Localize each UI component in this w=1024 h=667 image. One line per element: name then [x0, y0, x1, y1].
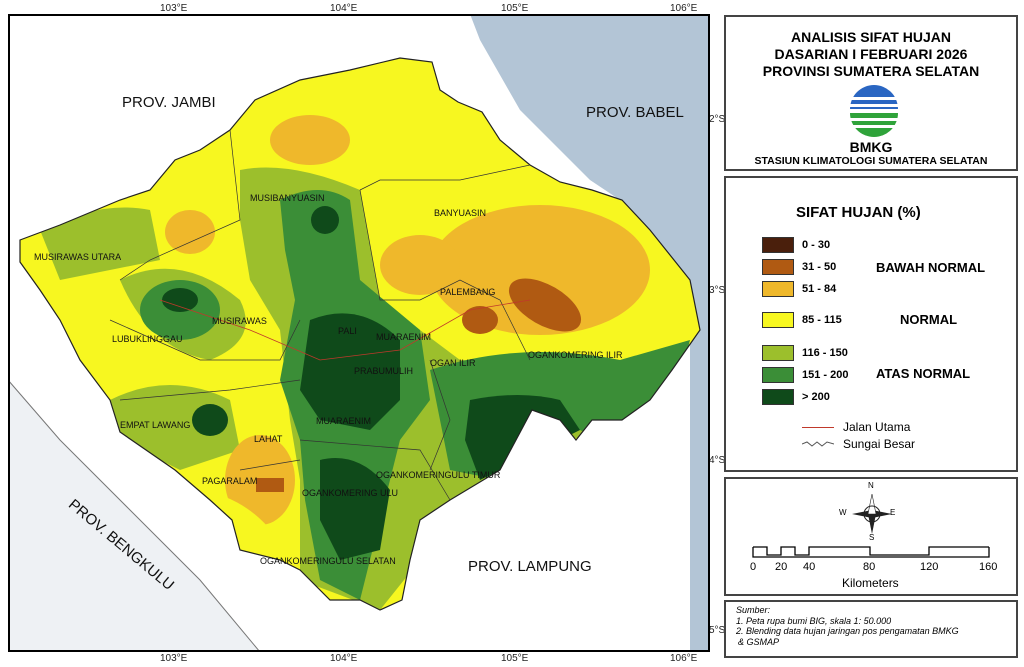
scale-panel: N S E W 0 20 40 80 120 160 Kilometers — [724, 477, 1018, 596]
neighbor-label: PROV. LAMPUNG — [468, 558, 592, 575]
lat-tick: 4°S — [709, 455, 726, 466]
region-label: PAGARALAM — [202, 476, 258, 486]
compass-e: E — [890, 508, 896, 517]
legend-panel: SIFAT HUJAN (%) 0 - 30 31 - 50 51 - 84 8… — [724, 176, 1018, 472]
compass-icon — [852, 493, 892, 534]
legend-group: BAWAH NORMAL — [876, 260, 986, 275]
road-line-icon — [802, 427, 834, 428]
source-item: & GSMAP — [738, 636, 780, 647]
lon-tick: 104°E — [330, 3, 358, 14]
lon-tick: 105°E — [501, 653, 529, 664]
legend-label: 31 - 50 — [802, 261, 837, 273]
source-heading: Sumber: — [736, 605, 771, 615]
lon-tick: 106°E — [670, 653, 698, 664]
map-title-line: PROVINSI SUMATERA SELATAN — [762, 63, 980, 79]
scale-bar — [752, 546, 990, 558]
legend-label: Sungai Besar — [843, 437, 916, 451]
province-boundary — [19, 57, 701, 611]
legend-item: 151 - 200 — [762, 367, 848, 383]
legend-label: 51 - 84 — [802, 283, 837, 295]
sea-area — [470, 16, 708, 650]
legend-swatch — [762, 312, 794, 328]
scale-tick: 0 — [750, 561, 757, 573]
compass-w: W — [839, 508, 847, 517]
lat-tick: 2°S — [709, 114, 726, 125]
compass-s: S — [869, 533, 875, 542]
regency-boundaries — [109, 129, 531, 501]
region-label: PALI — [338, 326, 357, 336]
region-label: LUBUKLINGGAU — [112, 334, 183, 344]
logo-text: BMKG — [849, 139, 893, 155]
scale-tick: 160 — [979, 561, 998, 573]
lon-tick: 106°E — [670, 3, 698, 14]
lon-tick: 104°E — [330, 653, 358, 664]
neighbor-label: PROV. JAMBI — [122, 94, 216, 111]
neighbor-label: PROV. BABEL — [586, 104, 684, 121]
region-label: OGANKOMERINGULU SELATAN — [260, 556, 396, 566]
legend-group: ATAS NORMAL — [876, 366, 971, 381]
region-label: BANYUASIN — [434, 208, 487, 218]
region-label: OGANKOMERING ULU — [302, 488, 399, 498]
bmkg-logo-icon — [850, 85, 898, 137]
region-label: PRABUMULIH — [354, 366, 414, 376]
river-line-icon — [802, 441, 834, 447]
rainfall-map[interactable]: PROV. JAMBI PROV. BABEL PROV. BENGKULU P… — [8, 14, 710, 652]
sea-area — [10, 381, 259, 650]
legend-label: > 200 — [802, 391, 830, 403]
scale-tick: 20 — [775, 561, 788, 573]
map-title-line: ANALISIS SIFAT HUJAN — [791, 29, 951, 45]
region-label: MUSIRAWAS UTARA — [34, 252, 122, 262]
lon-tick: 103°E — [160, 653, 188, 664]
region-label: MUARAENIM — [316, 416, 372, 426]
source-panel: Sumber: 1. Peta rupa bumi BIG, skala 1: … — [724, 600, 1018, 658]
lon-tick: 103°E — [160, 3, 188, 14]
scale-tick: 120 — [920, 561, 939, 573]
region-label: PALEMBANG — [440, 287, 496, 297]
region-label: EMPAT LAWANG — [120, 420, 191, 430]
legend-swatch — [762, 237, 794, 253]
region-label: OGANKOMERINGULU TIMUR — [376, 470, 501, 480]
region-label: MUSIBANYUASIN — [250, 193, 325, 203]
legend-item: 85 - 115 — [762, 312, 842, 328]
lat-tick: 3°S — [709, 285, 726, 296]
lat-tick: 5°S — [709, 625, 726, 636]
legend-item: 51 - 84 — [762, 281, 836, 297]
scale-tick: 40 — [803, 561, 816, 573]
legend-item: 31 - 50 — [762, 259, 836, 275]
compass-n: N — [868, 481, 874, 490]
legend-item: 0 - 30 — [762, 237, 830, 253]
region-label: OGANKOMERING ILIR — [528, 350, 623, 360]
legend-item: > 200 — [762, 389, 830, 405]
region-label: OGAN ILIR — [430, 358, 476, 368]
region-label: MUARAENIM — [376, 332, 432, 342]
source-item: 1. Peta rupa bumi BIG, skala 1: 50.000 — [736, 615, 892, 626]
main-road — [159, 299, 531, 361]
station-name: STASIUN KLIMATOLOGI SUMATERA SELATAN — [754, 155, 988, 167]
scale-tick: 80 — [863, 561, 876, 573]
region-label: MUSIRAWAS — [212, 316, 267, 326]
lon-tick: 105°E — [501, 3, 529, 14]
map-canvas — [10, 16, 708, 650]
region-label: LAHAT — [254, 434, 283, 444]
legend-label: 0 - 30 — [802, 239, 831, 251]
legend-label: 85 - 115 — [802, 314, 842, 326]
title-panel: ANALISIS SIFAT HUJAN DASARIAN I FEBRUARI… — [724, 15, 1018, 171]
legend-label: 151 - 200 — [802, 369, 849, 381]
legend-swatch — [762, 389, 794, 405]
legend-swatch — [762, 259, 794, 275]
legend-swatch — [762, 345, 794, 361]
legend-label: Jalan Utama — [843, 420, 911, 434]
legend-swatch — [762, 281, 794, 297]
map-title-line: DASARIAN I FEBRUARI 2026 — [774, 46, 968, 62]
legend-swatch — [762, 367, 794, 383]
scale-unit: Kilometers — [842, 576, 899, 590]
source-item: 2. Blending data hujan jaringan pos peng… — [736, 626, 959, 636]
legend-title: SIFAT HUJAN (%) — [796, 204, 921, 221]
legend-label: 116 - 150 — [802, 347, 848, 359]
legend-group: NORMAL — [900, 312, 958, 327]
legend-item: 116 - 150 — [762, 345, 848, 361]
